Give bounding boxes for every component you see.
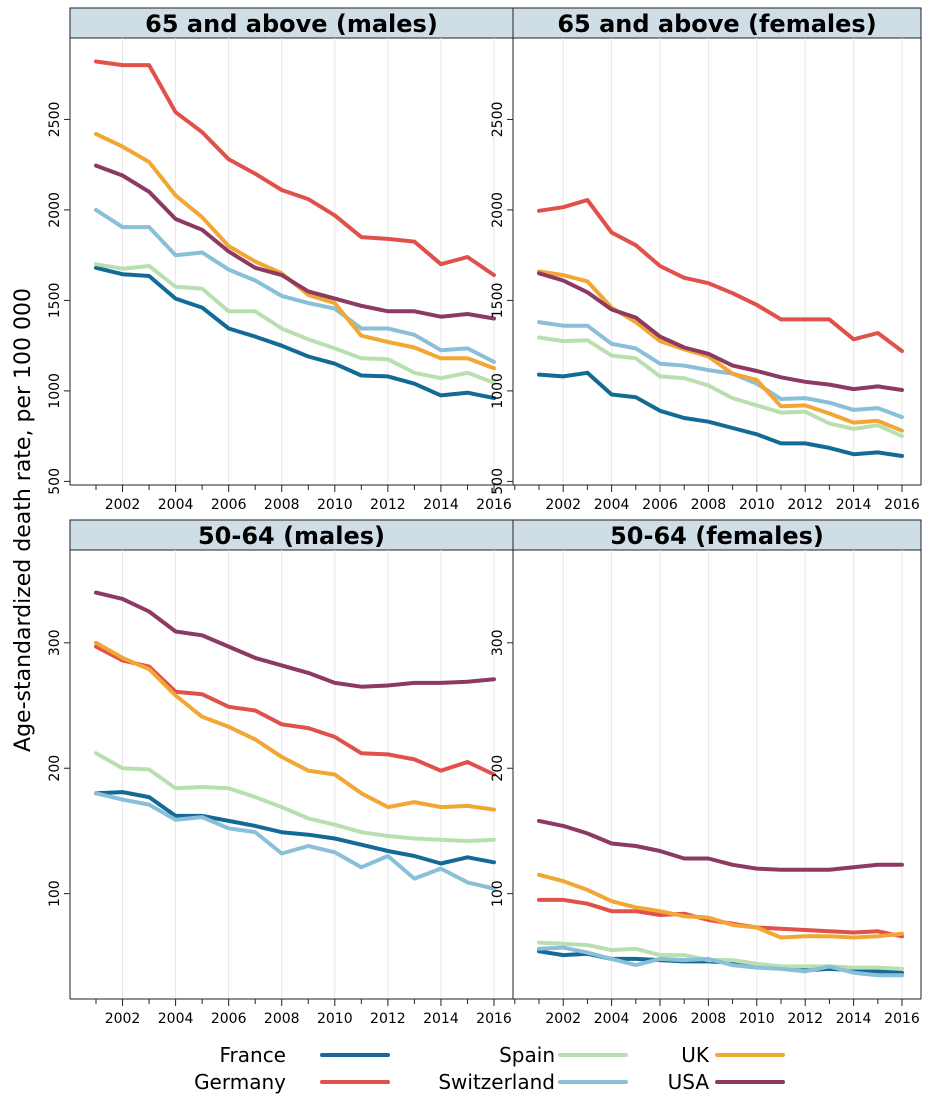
- series-line-spain: [94, 751, 496, 843]
- series-line-france: [537, 370, 904, 458]
- x-tick-label: 2008: [264, 497, 300, 513]
- y-tick-label: 2500: [47, 102, 63, 138]
- x-tick-label: 2012: [370, 1011, 406, 1027]
- series-line-germany: [537, 897, 904, 939]
- y-tick-label: 2000: [47, 192, 63, 228]
- panel-65-and-above-females: 65 and above (females) 500 1000 1500 2000 250…: [490, 7, 922, 513]
- x-tick-label: 2002: [105, 1011, 141, 1027]
- panel-50-64-females: 50-64 (females) 100 200 300 2002 2004 2006 2008…: [490, 519, 922, 1027]
- x-tick-label: 2002: [545, 1011, 581, 1027]
- x-tick-label: 2004: [594, 497, 630, 513]
- x-tick-label: 2016: [476, 1011, 512, 1027]
- x-tick-label: 2008: [691, 1011, 727, 1027]
- y-tick-label: 1000: [47, 373, 63, 409]
- y-tick-label: 200: [490, 755, 506, 782]
- legend-label-switzerland: Switzerland: [438, 1070, 555, 1094]
- panel-header-strip: [69, 7, 514, 39]
- x-tick-label: 2008: [264, 1011, 300, 1027]
- series-line-uk: [537, 269, 904, 433]
- x-tick-label: 2008: [691, 497, 727, 513]
- panel-title: 65 and above (females): [557, 10, 876, 38]
- series-line-usa: [94, 163, 496, 321]
- x-tick-label: 2016: [476, 497, 512, 513]
- series-line-germany: [94, 644, 496, 777]
- panel-header-strip: [512, 519, 922, 551]
- panel-title: 50-64 (females): [610, 522, 824, 550]
- series-line-uk: [537, 872, 904, 940]
- series-line-switzerland: [94, 791, 496, 891]
- series-line-switzerland: [537, 320, 904, 420]
- series-line-switzerland: [94, 207, 496, 364]
- x-tick-label: 2004: [594, 1011, 630, 1027]
- panel-title: 65 and above (males): [145, 10, 438, 38]
- x-tick-label: 2014: [423, 1011, 459, 1027]
- series-line-germany: [537, 198, 904, 354]
- x-tick-label: 2010: [317, 1011, 353, 1027]
- legend-label-uk: UK: [681, 1043, 710, 1067]
- y-tick-label: 1500: [490, 283, 506, 319]
- series-line-usa: [537, 818, 904, 872]
- x-tick-label: 2012: [370, 497, 406, 513]
- x-tick-label: 2016: [884, 497, 920, 513]
- panel-header-strip: [512, 7, 922, 39]
- x-tick-label: 2006: [642, 1011, 678, 1027]
- y-tick-label: 2000: [490, 192, 506, 228]
- legend: France Spain UK Germany Switzerland USA: [194, 1043, 785, 1094]
- panel-65-and-above-males: 65 and above (males) 500 1000 1500 2000 2500 2…: [47, 7, 514, 513]
- y-tick-label: 300: [490, 629, 506, 656]
- x-tick-label: 2010: [317, 497, 353, 513]
- y-axis-label: Age-standardized death rate, per 100 000: [11, 288, 36, 752]
- x-tick-label: 2006: [642, 497, 678, 513]
- x-tick-label: 2006: [211, 497, 247, 513]
- series-line-france: [94, 790, 496, 866]
- series-line-usa: [94, 590, 496, 689]
- x-tick-label: 2006: [211, 1011, 247, 1027]
- legend-label-france: France: [219, 1043, 286, 1067]
- x-tick-label: 2002: [105, 497, 141, 513]
- series-line-usa: [537, 271, 904, 392]
- x-tick-label: 2014: [836, 1011, 872, 1027]
- x-tick-label: 2004: [158, 1011, 194, 1027]
- y-tick-label: 100: [47, 880, 63, 907]
- y-tick-label: 100: [490, 880, 506, 907]
- x-tick-label: 2010: [739, 497, 775, 513]
- x-tick-label: 2004: [158, 497, 194, 513]
- y-tick-label: 1500: [47, 283, 63, 319]
- x-tick-label: 2002: [545, 497, 581, 513]
- series-line-spain: [537, 335, 904, 439]
- legend-label-germany: Germany: [194, 1070, 286, 1094]
- y-tick-label: 1000: [490, 373, 506, 409]
- y-tick-label: 300: [47, 629, 63, 656]
- series-line-germany: [94, 59, 496, 278]
- panel-title: 50-64 (males): [198, 522, 385, 550]
- x-tick-label: 2012: [787, 1011, 823, 1027]
- x-tick-label: 2016: [884, 1011, 920, 1027]
- series-line-uk: [94, 640, 496, 812]
- y-tick-label: 500: [47, 468, 63, 495]
- series-line-spain: [94, 262, 496, 385]
- panel-header-strip: [69, 519, 514, 551]
- legend-label-spain: Spain: [499, 1043, 555, 1067]
- x-tick-label: 2014: [423, 497, 459, 513]
- y-tick-label: 2500: [490, 102, 506, 138]
- series-line-france: [94, 265, 496, 401]
- y-tick-label: 500: [490, 468, 506, 495]
- panel-50-64-males: 50-64 (males) 100 200 300 2002 2004 2006 2008 20…: [47, 519, 514, 1027]
- legend-label-usa: USA: [668, 1070, 710, 1094]
- x-tick-label: 2014: [836, 497, 872, 513]
- x-tick-label: 2010: [739, 1011, 775, 1027]
- y-tick-label: 200: [47, 755, 63, 782]
- x-tick-label: 2012: [787, 497, 823, 513]
- series-line-switzerland: [537, 945, 904, 978]
